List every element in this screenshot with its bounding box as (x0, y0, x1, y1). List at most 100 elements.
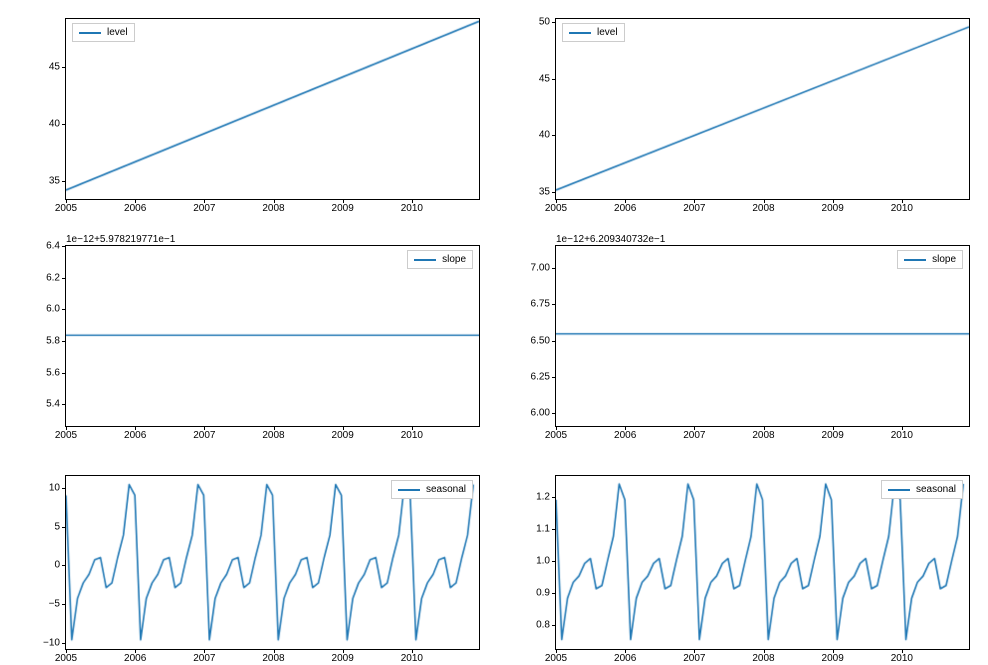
x-tick-label: 2008 (262, 203, 284, 214)
legend-line-icon (888, 489, 910, 491)
y-tick-mark (552, 22, 556, 23)
x-tick-label: 2005 (55, 653, 77, 664)
y-tick-mark (62, 643, 66, 644)
x-tick-label: 2006 (124, 653, 146, 664)
x-tick-label: 2008 (262, 430, 284, 441)
y-tick-label: 45 (49, 61, 60, 72)
y-tick-label: 6.75 (531, 299, 550, 310)
y-tick-mark (552, 268, 556, 269)
x-tick-label: 2006 (614, 203, 636, 214)
x-tick-label: 2009 (332, 430, 354, 441)
legend: level (562, 23, 625, 42)
y-tick-mark (552, 593, 556, 594)
legend: seasonal (881, 480, 963, 499)
y-tick-label: 6.00 (531, 408, 550, 419)
y-tick-label: 10 (49, 482, 60, 493)
legend-label: slope (932, 254, 956, 265)
legend-label: seasonal (916, 484, 956, 495)
x-tick-label: 2007 (193, 653, 215, 664)
x-tick-label: 2009 (822, 653, 844, 664)
y-tick-mark (62, 373, 66, 374)
plot-canvas (66, 246, 479, 426)
legend: level (72, 23, 135, 42)
subplot-seasonal-left: 200520062007200820092010−10−50510seasona… (65, 475, 480, 650)
y-tick-label: 0.9 (536, 588, 550, 599)
y-tick-mark (552, 377, 556, 378)
legend: seasonal (391, 480, 473, 499)
x-tick-label: 2005 (545, 430, 567, 441)
y-tick-mark (552, 79, 556, 80)
x-tick-label: 2005 (55, 430, 77, 441)
x-tick-label: 2006 (124, 430, 146, 441)
legend: slope (407, 250, 473, 269)
x-tick-label: 2008 (262, 653, 284, 664)
legend-line-icon (414, 259, 436, 261)
plot-canvas (66, 476, 479, 649)
y-tick-mark (552, 304, 556, 305)
x-tick-label: 2009 (822, 430, 844, 441)
x-tick-label: 2009 (332, 203, 354, 214)
x-tick-label: 2007 (683, 203, 705, 214)
y-tick-mark (62, 67, 66, 68)
y-tick-label: 35 (49, 175, 60, 186)
subplot-slope-left: 2005200620072008200920105.45.65.86.06.26… (65, 245, 480, 427)
legend-label: slope (442, 254, 466, 265)
y-tick-label: 45 (539, 73, 550, 84)
legend-line-icon (398, 489, 420, 491)
y-tick-mark (552, 625, 556, 626)
x-tick-label: 2010 (891, 653, 913, 664)
y-tick-label: 0.8 (536, 620, 550, 631)
legend-label: seasonal (426, 484, 466, 495)
y-tick-mark (62, 278, 66, 279)
x-tick-label: 2007 (193, 203, 215, 214)
y-tick-mark (62, 246, 66, 247)
y-tick-mark (62, 309, 66, 310)
x-tick-label: 2005 (55, 203, 77, 214)
y-tick-mark (62, 404, 66, 405)
y-tick-mark (552, 135, 556, 136)
axis-offset-text: 1e−12+5.978219771e−1 (66, 234, 175, 245)
legend-label: level (597, 27, 618, 38)
y-tick-label: 35 (539, 186, 550, 197)
y-tick-mark (552, 529, 556, 530)
y-tick-label: 5.8 (46, 335, 60, 346)
subplot-level-left: 200520062007200820092010354045level (65, 18, 480, 200)
y-tick-label: 7.00 (531, 262, 550, 273)
y-tick-mark (552, 497, 556, 498)
x-tick-label: 2007 (683, 653, 705, 664)
y-tick-label: 1.1 (536, 523, 550, 534)
x-tick-label: 2009 (822, 203, 844, 214)
x-tick-label: 2010 (891, 430, 913, 441)
y-tick-mark (552, 341, 556, 342)
y-tick-label: 5 (54, 521, 60, 532)
x-tick-label: 2010 (401, 430, 423, 441)
y-tick-label: 6.0 (46, 304, 60, 315)
y-tick-label: 0 (54, 560, 60, 571)
y-tick-label: 6.50 (531, 335, 550, 346)
x-tick-label: 2008 (752, 653, 774, 664)
y-tick-label: 6.4 (46, 241, 60, 252)
y-tick-mark (62, 124, 66, 125)
subplot-slope-right: 2005200620072008200920106.006.256.506.75… (555, 245, 970, 427)
x-tick-label: 2005 (545, 203, 567, 214)
y-tick-mark (62, 341, 66, 342)
y-tick-label: 1.0 (536, 556, 550, 567)
y-tick-mark (62, 604, 66, 605)
x-tick-label: 2010 (401, 203, 423, 214)
legend-line-icon (79, 32, 101, 34)
subplot-level-right: 20052006200720082009201035404550level (555, 18, 970, 200)
legend-line-icon (569, 32, 591, 34)
y-tick-mark (62, 181, 66, 182)
plot-canvas (556, 19, 969, 199)
x-tick-label: 2007 (683, 430, 705, 441)
y-tick-mark (62, 488, 66, 489)
subplot-seasonal-right: 2005200620072008200920100.80.91.01.11.2s… (555, 475, 970, 650)
plot-canvas (66, 19, 479, 199)
x-tick-label: 2010 (401, 653, 423, 664)
x-tick-label: 2006 (614, 430, 636, 441)
x-tick-label: 2006 (124, 203, 146, 214)
y-tick-mark (552, 561, 556, 562)
legend-label: level (107, 27, 128, 38)
x-tick-label: 2007 (193, 430, 215, 441)
figure: 200520062007200820092010354045level20052… (0, 0, 988, 665)
